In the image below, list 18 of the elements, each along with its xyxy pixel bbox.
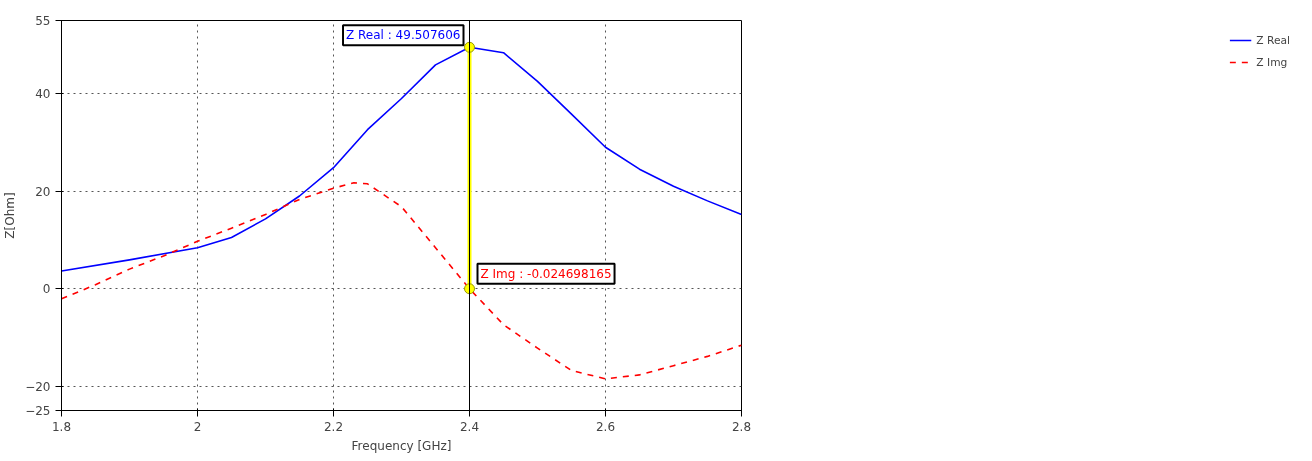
- y-tick-label: 40: [35, 87, 51, 102]
- annotation: Z Img : -0.024698165: [480, 266, 612, 281]
- y-tick-label: 20: [35, 184, 51, 199]
- x-tick-label: 2.4: [459, 419, 480, 434]
- x-tick-label: 1.8: [51, 419, 72, 434]
- x-tick-label: 2.2: [323, 419, 344, 434]
- x-tick-label: 2.6: [595, 419, 616, 434]
- y-axis-title: Z[Ohm]: [3, 192, 18, 239]
- legend-label: Z Img: [1256, 55, 1288, 69]
- y-tick-label: −25: [25, 404, 51, 418]
- x-tick-label: 2: [193, 419, 202, 434]
- y-tick-label: 55: [35, 14, 51, 28]
- legend-label: Z Real: [1256, 33, 1290, 47]
- annotation: Z Real : 49.507606: [346, 28, 461, 43]
- y-tick-label: −20: [25, 379, 51, 394]
- x-tick-label: 2.8: [731, 419, 752, 434]
- y-tick-label: 0: [42, 282, 51, 297]
- x-axis-title: Frequency [GHz]: [351, 438, 452, 453]
